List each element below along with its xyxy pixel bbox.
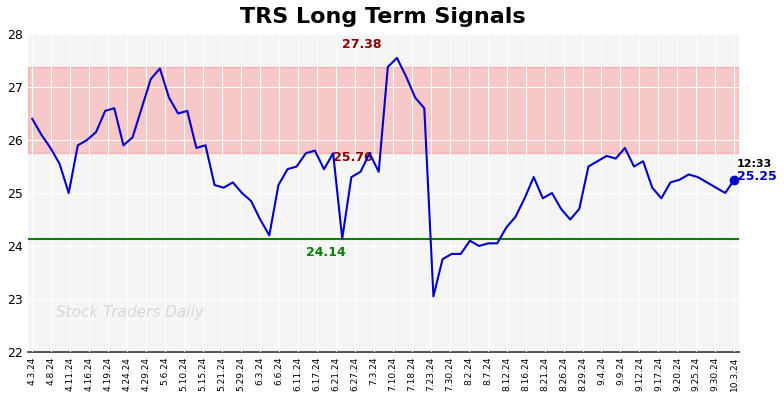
Bar	[27, 67, 739, 153]
Text: 25.76: 25.76	[333, 151, 372, 164]
Title: TRS Long Term Signals: TRS Long Term Signals	[241, 7, 526, 27]
Text: 27.38: 27.38	[343, 38, 382, 51]
Text: 24.14: 24.14	[306, 246, 346, 259]
Text: 25.25: 25.25	[737, 170, 777, 183]
Text: Stock Traders Daily: Stock Traders Daily	[56, 305, 204, 320]
Text: 12:33: 12:33	[737, 158, 772, 168]
